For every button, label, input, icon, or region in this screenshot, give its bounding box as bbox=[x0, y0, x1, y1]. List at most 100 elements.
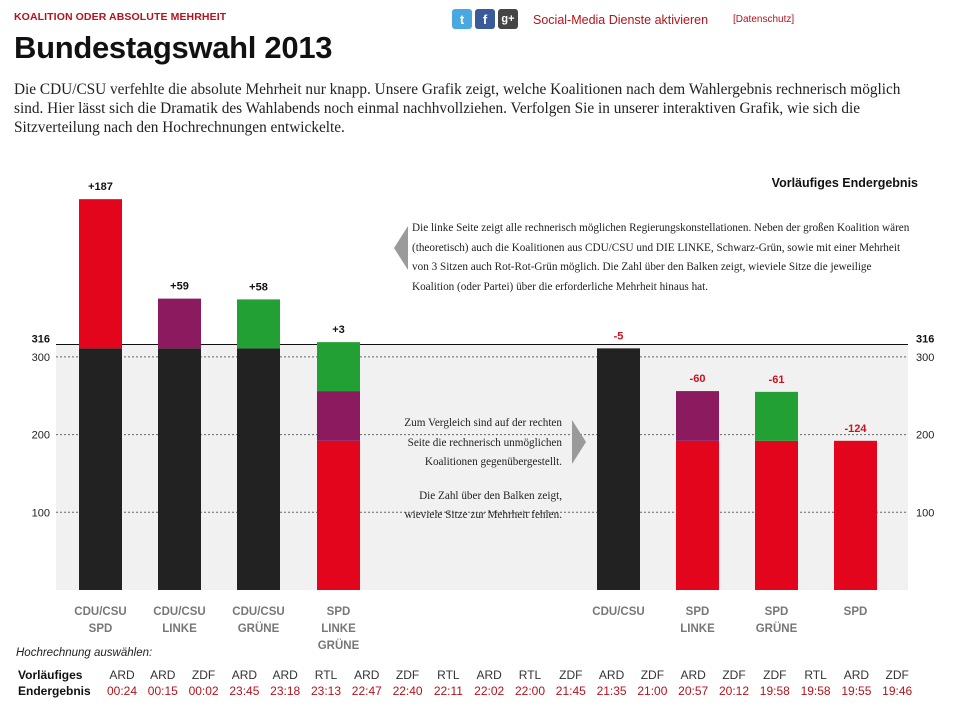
bar-segment bbox=[755, 440, 798, 590]
ytick-left-100: 100 bbox=[32, 507, 50, 519]
majority-label-right: 316 bbox=[916, 333, 934, 345]
projection-time: 00:02 bbox=[188, 684, 219, 698]
projection-option[interactable]: ZDF 00:02 bbox=[184, 667, 224, 699]
projection-option[interactable]: RTL 23:13 bbox=[306, 667, 346, 699]
ytick-left-300: 300 bbox=[32, 352, 50, 364]
projection-option[interactable]: RTL 19:58 bbox=[796, 667, 836, 699]
projection-option[interactable]: ARD 23:45 bbox=[224, 667, 264, 699]
projection-option[interactable]: ZDF 19:58 bbox=[755, 667, 795, 699]
bar-category-label: LINKE bbox=[680, 623, 715, 635]
facebook-icon[interactable]: f bbox=[475, 9, 495, 29]
social-icons: t f g+ bbox=[452, 9, 518, 29]
projection-time: 19:58 bbox=[800, 684, 831, 698]
projection-option[interactable]: ARD 23:18 bbox=[265, 667, 305, 699]
projection-option[interactable]: ARD 22:02 bbox=[469, 667, 509, 699]
projection-option[interactable]: ARD 00:24 bbox=[102, 667, 142, 699]
projection-time: 20:57 bbox=[678, 684, 709, 698]
projection-option[interactable]: ZDF 20:12 bbox=[714, 667, 754, 699]
bar-diff-label: +58 bbox=[249, 281, 268, 293]
ytick-right-100: 100 bbox=[916, 507, 934, 519]
majority-label-left: 316 bbox=[32, 333, 50, 345]
projection-option[interactable]: RTL 22:11 bbox=[428, 667, 468, 699]
final-result-option[interactable]: Vorläufiges Endergebnis bbox=[18, 667, 91, 699]
bar-category-label: LINKE bbox=[162, 623, 197, 635]
bar-category-label: CDU/CSU bbox=[592, 606, 644, 618]
social-activate-link[interactable]: Social-Media Dienste aktivieren bbox=[533, 13, 709, 27]
bar-segment bbox=[158, 348, 201, 590]
projection-option[interactable]: ARD 19:55 bbox=[836, 667, 876, 699]
projection-option[interactable]: ZDF 19:46 bbox=[877, 667, 917, 699]
ytick-left-200: 200 bbox=[32, 430, 50, 442]
bar-diff-label: +187 bbox=[88, 181, 113, 193]
bar-diff-label: -124 bbox=[844, 423, 867, 435]
projection-time: 00:15 bbox=[147, 684, 178, 698]
projection-network: ZDF bbox=[191, 668, 216, 682]
bar-category-label: GRÜNE bbox=[238, 622, 280, 635]
bar-category-label: CDU/CSU bbox=[232, 606, 284, 618]
twitter-icon[interactable]: t bbox=[452, 9, 472, 29]
bar-category-label: SPD bbox=[686, 606, 710, 618]
final-result-line-1: Vorläufiges bbox=[18, 668, 83, 682]
projection-network: ARD bbox=[354, 668, 380, 682]
final-result-line-2: Endergebnis bbox=[18, 684, 91, 698]
projection-network: ARD bbox=[843, 668, 870, 682]
projection-time: 23:45 bbox=[229, 684, 260, 698]
projection-network: RTL bbox=[518, 668, 542, 682]
bar-category-label: GRÜNE bbox=[756, 622, 798, 635]
projection-option[interactable]: ZDF 21:45 bbox=[551, 667, 591, 699]
projection-option[interactable]: ZDF 21:00 bbox=[632, 667, 672, 699]
page-title: Bundestagswahl 2013 bbox=[14, 30, 333, 65]
bar-segment bbox=[834, 440, 877, 590]
projection-network: ZDF bbox=[763, 668, 787, 682]
googleplus-icon[interactable]: g+ bbox=[498, 9, 518, 29]
projection-time: 21:35 bbox=[596, 684, 627, 698]
bar-segment bbox=[237, 299, 280, 349]
bar-category-label: CDU/CSU bbox=[153, 606, 205, 618]
bar-diff-label: -5 bbox=[614, 330, 624, 342]
projection-network: ARD bbox=[476, 668, 502, 682]
bar-category-label: SPD bbox=[327, 606, 351, 618]
projection-network: ZDF bbox=[559, 668, 583, 682]
ytick-right-300: 300 bbox=[916, 352, 934, 364]
bar-segment bbox=[158, 298, 201, 349]
projection-time: 22:40 bbox=[392, 684, 423, 698]
bar-diff-label: -60 bbox=[690, 373, 706, 385]
projection-time: 21:00 bbox=[637, 684, 668, 698]
bar-category-label: SPD bbox=[765, 606, 789, 618]
kicker: KOALITION ODER ABSOLUTE MEHRHEIT bbox=[14, 11, 227, 23]
bar-segment bbox=[79, 199, 122, 349]
projection-option[interactable]: RTL 22:00 bbox=[510, 667, 550, 699]
stage-label: Vorläufiges Endergebnis bbox=[771, 176, 918, 190]
projection-network: ARD bbox=[272, 668, 298, 682]
projection-time: 00:24 bbox=[106, 684, 138, 698]
projection-time: 20:12 bbox=[718, 684, 750, 698]
bar-segment bbox=[676, 391, 719, 441]
projection-network: ARD bbox=[231, 668, 258, 682]
privacy-link[interactable]: [Datenschutz] bbox=[733, 14, 795, 25]
projection-option[interactable]: ARD 20:57 bbox=[673, 667, 713, 699]
projection-option[interactable]: ARD 22:47 bbox=[347, 667, 387, 699]
projection-time: 23:18 bbox=[270, 684, 301, 698]
projection-network: ARD bbox=[680, 668, 706, 682]
projection-network: ZDF bbox=[395, 668, 420, 682]
projection-network: ZDF bbox=[885, 668, 909, 682]
bar-diff-label: +59 bbox=[170, 281, 189, 293]
intro-text: Die CDU/CSU verfehlte die absolute Mehrh… bbox=[14, 81, 901, 136]
projection-option[interactable]: ZDF 22:40 bbox=[388, 667, 428, 699]
projection-network: ZDF bbox=[722, 668, 746, 682]
coalition-chart: 100 100 200 200 300 300 316 316 +187 CDU/CSU SPD +5… bbox=[32, 181, 935, 652]
projection-time: 19:46 bbox=[882, 684, 913, 698]
projection-time: 22:11 bbox=[433, 684, 463, 698]
projection-network: RTL bbox=[437, 668, 460, 682]
projection-select-label: Hochrechnung auswählen: bbox=[16, 647, 153, 659]
bar-segment bbox=[597, 348, 640, 590]
projection-option[interactable]: ARD 21:35 bbox=[592, 667, 632, 699]
projection-time: 22:02 bbox=[474, 684, 505, 698]
projection-network: ZDF bbox=[640, 668, 665, 682]
projection-option[interactable]: ARD 00:15 bbox=[143, 667, 183, 699]
bar-category-label: SPD bbox=[844, 606, 868, 618]
projection-time: 19:58 bbox=[759, 684, 790, 698]
projection-network: RTL bbox=[804, 668, 827, 682]
pointer-right-icon bbox=[572, 420, 586, 464]
projection-network: ARD bbox=[150, 668, 176, 682]
